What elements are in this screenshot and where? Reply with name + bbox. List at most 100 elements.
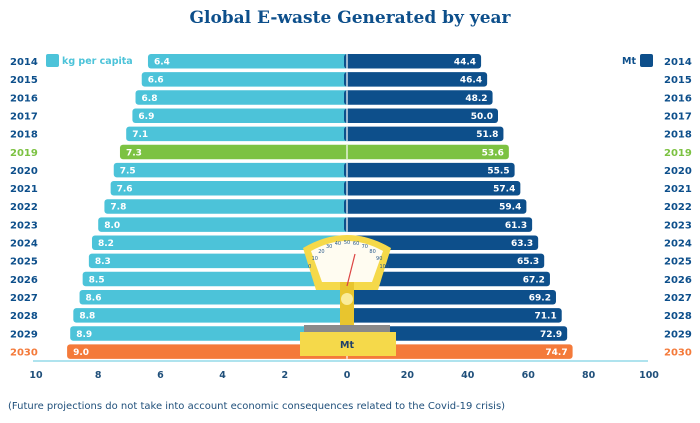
bar-kg-per-capita-2019: [119, 144, 350, 160]
year-label-right-2027: 2027: [664, 293, 692, 304]
bar-kg-per-capita-2029: [70, 326, 351, 341]
value-label-left-2022: 7.8: [110, 203, 126, 213]
year-label-right-2017: 2017: [664, 111, 692, 122]
year-label-left-2018: 2018: [10, 130, 38, 141]
bar-kg-per-capita-2017: [132, 108, 350, 123]
scale-dial-tick: 80: [369, 249, 375, 255]
bar-mt-2017: [344, 108, 498, 123]
value-label-left-2018: 7.1: [132, 130, 148, 140]
scale-plate: [304, 325, 390, 333]
year-label-left-2027: 2027: [10, 293, 38, 304]
value-label-right-2017: 50.0: [471, 112, 493, 122]
year-label-right-2022: 2022: [664, 202, 692, 213]
bar-mt-2026: [344, 271, 550, 287]
bar-kg-per-capita-2028: [73, 308, 350, 323]
value-label-right-2023: 61.3: [505, 221, 527, 231]
value-label-right-2027: 69.2: [529, 293, 551, 303]
bar-kg-per-capita-2020: [113, 162, 350, 178]
value-label-right-2024: 63.3: [511, 239, 533, 249]
scale-dial-face: [311, 241, 383, 282]
year-label-left-2030: 2030: [10, 347, 38, 358]
value-label-left-2024: 8.2: [98, 239, 114, 249]
scale-knob: [341, 293, 353, 305]
value-label-right-2028: 71.1: [535, 312, 557, 322]
bar-mt-2028: [344, 308, 562, 323]
year-label-right-2015: 2015: [664, 75, 692, 86]
value-label-left-2030: 9.0: [73, 348, 89, 358]
value-label-left-2014: 6.4: [154, 58, 170, 68]
value-label-right-2026: 67.2: [523, 275, 545, 285]
value-label-right-2025: 65.3: [517, 257, 539, 267]
footnote: (Future projections do not take into acc…: [8, 401, 506, 412]
value-label-right-2030: 74.7: [545, 348, 567, 358]
value-label-left-2019: 7.3: [126, 148, 142, 158]
year-label-right-2029: 2029: [664, 329, 692, 340]
value-label-left-2015: 6.6: [148, 76, 164, 86]
bar-mt-2014: [344, 54, 482, 69]
value-label-right-2018: 51.8: [476, 130, 498, 140]
axis-tick-left: 8: [95, 370, 102, 381]
year-label-right-2021: 2021: [664, 184, 692, 195]
year-label-left-2017: 2017: [10, 111, 38, 122]
scale-dial-tick: 90: [376, 256, 382, 262]
scale-dial-tick: 10: [312, 256, 318, 262]
value-label-left-2021: 7.6: [117, 185, 133, 195]
scale-dial-tick: 60: [353, 241, 359, 247]
bar-kg-per-capita-2014: [147, 54, 350, 69]
bar-mt-2021: [344, 181, 521, 196]
axis-tick-right: 60: [522, 370, 536, 381]
year-label-right-2024: 2024: [664, 239, 692, 250]
axis-tick-left: 2: [281, 370, 288, 381]
year-label-right-2028: 2028: [664, 311, 692, 322]
legend-label-kg-per-capita: kg per capita: [62, 56, 133, 67]
bar-mt-2018: [344, 126, 504, 142]
year-label-left-2024: 2024: [10, 239, 38, 250]
value-label-left-2016: 6.8: [142, 94, 158, 104]
year-label-left-2015: 2015: [10, 75, 38, 86]
year-label-right-2023: 2023: [664, 220, 692, 231]
bar-kg-per-capita-2018: [126, 126, 350, 142]
year-label-right-2025: 2025: [664, 257, 692, 268]
value-label-left-2026: 8.5: [89, 275, 105, 285]
scale-dial-tick: 0: [308, 264, 311, 270]
bar-kg-per-capita-2025: [88, 253, 351, 269]
axis-tick-right: 100: [639, 370, 659, 381]
legend-label-mt: Mt: [622, 56, 636, 67]
bar-mt-2019: [344, 144, 509, 160]
year-label-left-2020: 2020: [10, 166, 38, 177]
scale-dial-tick: 40: [335, 241, 341, 247]
value-label-right-2021: 57.4: [493, 185, 515, 195]
bar-kg-per-capita-2030: [67, 344, 350, 359]
value-label-right-2020: 55.5: [487, 166, 509, 176]
year-label-left-2029: 2029: [10, 329, 38, 340]
year-label-left-2025: 2025: [10, 257, 38, 268]
value-label-left-2020: 7.5: [120, 166, 136, 176]
value-label-left-2027: 8.6: [86, 293, 102, 303]
value-label-left-2023: 8.0: [104, 221, 120, 231]
year-label-left-2021: 2021: [10, 184, 38, 195]
year-label-left-2022: 2022: [10, 202, 38, 213]
scale-dial-tick: 50: [344, 240, 350, 246]
axis-tick-right: 80: [582, 370, 596, 381]
scale-label: Mt: [340, 340, 354, 351]
chart-title: Global E-waste Generated by year: [189, 8, 511, 28]
bar-kg-per-capita-2026: [82, 271, 351, 287]
year-label-right-2026: 2026: [664, 275, 692, 286]
value-label-right-2015: 46.4: [460, 76, 482, 86]
axis-tick-right: 40: [461, 370, 475, 381]
year-label-right-2020: 2020: [664, 166, 692, 177]
scale-dial-tick: 20: [318, 249, 324, 255]
axis-tick-left: 0: [344, 370, 351, 381]
scale-dial-tick: 30: [326, 244, 332, 250]
year-label-right-2018: 2018: [664, 130, 692, 141]
bar-mt-2015: [344, 72, 488, 87]
bar-mt-2025: [344, 253, 545, 269]
bar-mt-2030: [344, 344, 573, 359]
year-label-right-2030: 2030: [664, 347, 692, 358]
value-label-right-2022: 59.4: [499, 203, 521, 213]
value-label-left-2028: 8.8: [79, 312, 95, 322]
bar-kg-per-capita-2015: [141, 72, 350, 87]
bar-kg-per-capita-2021: [110, 181, 350, 196]
axis-tick-left: 4: [219, 370, 226, 381]
